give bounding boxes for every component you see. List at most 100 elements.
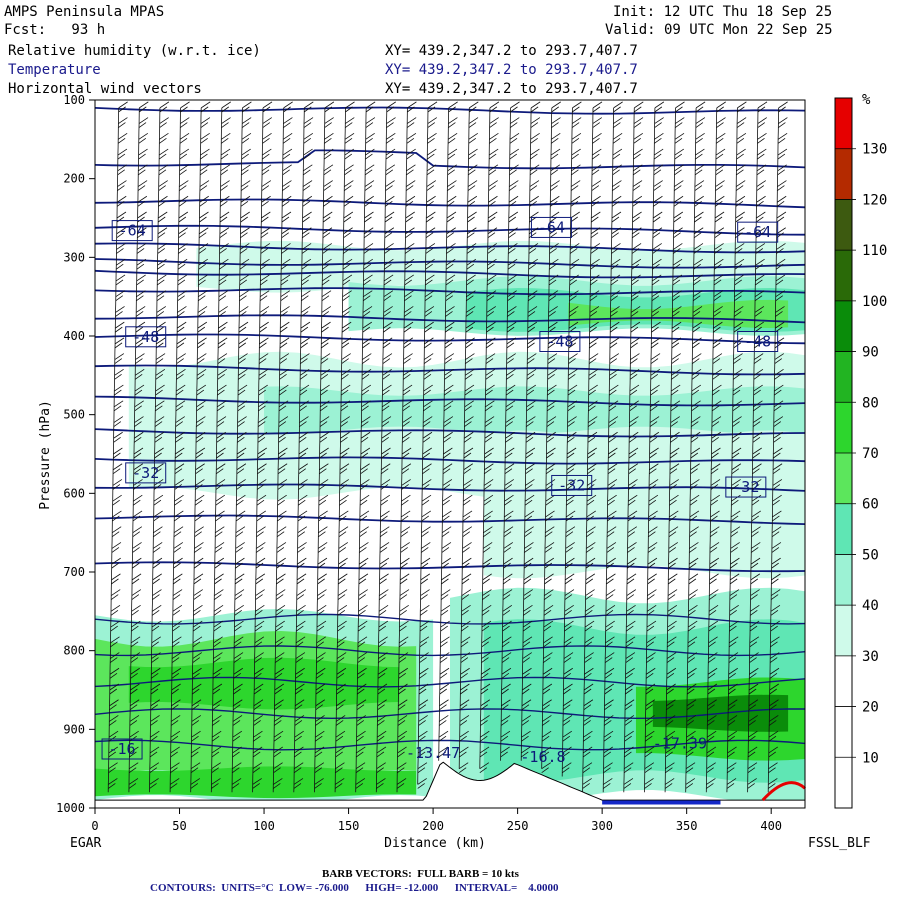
barb-flag: [563, 672, 571, 679]
barb-flag: [194, 542, 204, 549]
barb-flag: [336, 667, 347, 675]
barb-flag: [134, 384, 145, 392]
barb-flag: [632, 180, 643, 187]
barb-flag: [467, 227, 477, 235]
isotherm-label: -48: [744, 333, 771, 351]
barb-staff: [561, 107, 573, 777]
barb-flag: [357, 652, 367, 659]
barb-flag: [442, 468, 451, 475]
barb-flag: [190, 767, 199, 773]
barb-flag: [397, 762, 407, 769]
barb-flag: [108, 762, 118, 769]
barb-flag: [711, 436, 719, 443]
barb-flag: [114, 384, 124, 392]
barb-flag: [176, 374, 184, 380]
barb-flag: [675, 101, 685, 109]
barb-flag: [196, 416, 206, 423]
barb-flag: [671, 358, 679, 364]
barb-flag: [562, 715, 573, 722]
barb-flag: [756, 169, 765, 176]
barb-flag: [708, 641, 716, 648]
barb-flag: [591, 195, 601, 203]
barb-flag: [281, 243, 291, 250]
barb-flag: [674, 164, 684, 172]
barb-flag: [239, 263, 248, 270]
barb-flag: [276, 573, 286, 581]
barb-flag: [253, 704, 262, 711]
barb-flag: [445, 321, 455, 329]
barb-flag: [423, 389, 431, 396]
barb-flag: [716, 122, 724, 128]
barb-flag: [462, 542, 472, 549]
barb-flag: [461, 620, 471, 628]
barb-flag: [548, 311, 556, 317]
barb-flag: [712, 389, 720, 396]
barb-flag: [626, 573, 637, 581]
barb-flag: [211, 778, 221, 785]
barb-flag: [303, 138, 312, 144]
barb-flag: [693, 227, 704, 235]
barb-flag: [426, 200, 434, 207]
barb-flag: [665, 746, 675, 754]
barb-flag: [545, 499, 553, 506]
barb-flag: [483, 499, 492, 506]
colorbar-label: 130: [862, 142, 887, 158]
barb-flag: [318, 484, 327, 490]
barb-flag: [438, 730, 449, 738]
barb-flag: [603, 762, 613, 769]
barb-flag: [590, 279, 598, 286]
barb-flag: [550, 164, 561, 172]
barb-flag: [221, 106, 230, 113]
barb-flag: [138, 138, 147, 144]
barb-flag: [489, 101, 500, 109]
barb-flag: [500, 746, 510, 754]
barb-flag: [379, 547, 388, 553]
barb-flag: [151, 620, 162, 628]
barb-flag: [341, 342, 350, 349]
barb-flag: [675, 117, 685, 124]
barb-flag: [299, 421, 307, 427]
barb-flag: [406, 169, 414, 176]
barb-flag: [154, 421, 163, 427]
barb-flag: [446, 232, 454, 239]
barb-flag: [278, 431, 288, 439]
barb-flag: [157, 232, 166, 239]
barb-flag: [627, 542, 637, 549]
barb-flag: [241, 169, 249, 176]
barb-flag: [274, 720, 282, 726]
barb-flag: [192, 688, 200, 695]
barb-flag: [607, 510, 617, 518]
barb-flag: [672, 311, 680, 317]
barb-flag: [481, 620, 492, 628]
barb-flag: [130, 688, 138, 695]
barb-flag: [154, 447, 164, 455]
barb-flag: [360, 447, 371, 455]
barb-flag: [253, 720, 261, 726]
barb-flag: [645, 683, 656, 691]
barb-flag: [562, 751, 570, 758]
barb-flag: [768, 762, 778, 769]
barb-flag: [750, 562, 759, 569]
barb-flag: [275, 589, 286, 596]
barb-flag: [629, 374, 638, 380]
barb-flag: [385, 180, 395, 187]
barb-flag: [232, 746, 242, 754]
barb-flag: [262, 138, 270, 144]
barb-flag: [419, 641, 428, 648]
barb-flag: [446, 248, 454, 254]
barb-flag: [693, 258, 703, 266]
barb-flag: [506, 321, 517, 329]
barb-flag: [646, 672, 654, 679]
barb-flag: [504, 484, 512, 490]
barb-flag: [339, 468, 348, 475]
barb-flag: [668, 562, 676, 569]
barb-flag: [419, 672, 427, 679]
barb-flag: [193, 625, 201, 632]
barb-flag: [727, 746, 737, 754]
barb-flag: [466, 243, 477, 250]
barb-flag: [633, 133, 644, 140]
barb-flag: [173, 557, 183, 565]
barb-flag: [240, 216, 248, 223]
barb-flag: [343, 195, 354, 203]
barb-flag: [503, 578, 511, 585]
